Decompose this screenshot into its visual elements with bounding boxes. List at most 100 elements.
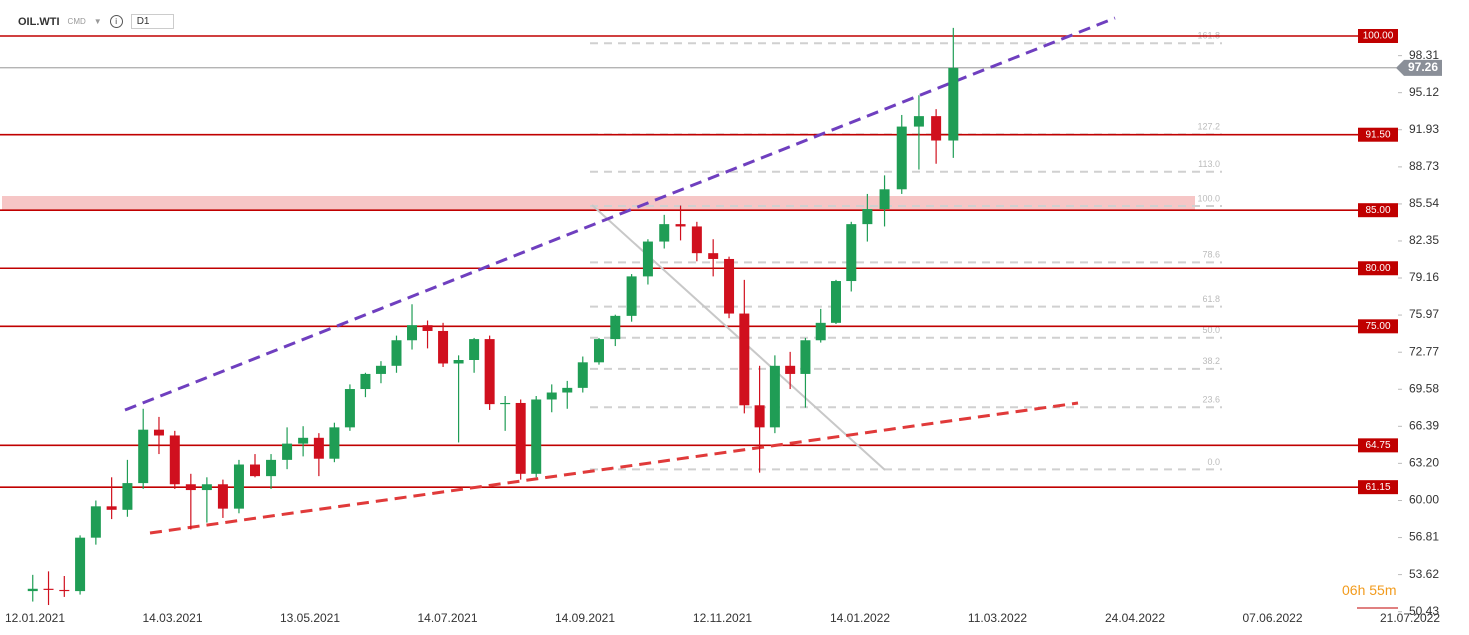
level-label: 85.00 — [1365, 205, 1390, 216]
y-tick-label: 85.54 — [1409, 196, 1439, 210]
candle-body — [531, 399, 542, 474]
x-tick-label: 14.03.2021 — [142, 611, 202, 625]
upper-trend-line — [124, 16, 1116, 412]
candle-body — [201, 484, 212, 491]
lower-trend-line — [149, 401, 1079, 535]
y-tick-label: 82.35 — [1409, 233, 1439, 247]
candle-body — [577, 362, 588, 388]
y-tick-label: 63.20 — [1409, 456, 1439, 470]
fib-label: 113.0 — [1198, 159, 1220, 169]
candle-body — [153, 429, 164, 436]
y-tick-label: 75.97 — [1409, 307, 1439, 321]
candle-body — [642, 241, 653, 277]
candle-body — [59, 589, 70, 592]
x-tick-label: 14.07.2021 — [417, 611, 477, 625]
candle-body — [785, 365, 796, 374]
interval: D1 — [136, 16, 150, 27]
candle-body — [266, 459, 277, 477]
candle-body — [675, 224, 686, 227]
candle-body — [438, 330, 449, 364]
candle-body — [724, 258, 735, 314]
y-tick-label: 72.77 — [1409, 344, 1439, 358]
market: CMD — [67, 17, 86, 26]
y-tick-label: 56.81 — [1409, 530, 1439, 544]
fib-label: 50.0 — [1202, 325, 1220, 335]
countdown-hours: 06h — [1342, 582, 1366, 598]
level-tag — [1358, 127, 1398, 142]
candle-body — [562, 387, 573, 393]
candle-body — [659, 224, 670, 242]
y-tick-label: 69.58 — [1409, 381, 1439, 395]
dropdown-arrow[interactable]: ▼ — [93, 17, 102, 26]
level-label: 80.00 — [1365, 263, 1390, 274]
level-tag — [1358, 261, 1398, 276]
level-tag — [1358, 480, 1398, 495]
interval-select[interactable]: D1 — [130, 14, 175, 29]
candles-group — [27, 27, 959, 606]
y-tick-label: 95.12 — [1409, 85, 1439, 99]
candle-body — [106, 506, 117, 510]
x-tick-label: 24.04.2022 — [1105, 611, 1165, 625]
level-label: 91.50 — [1365, 129, 1390, 140]
x-tick-label: 12.11.2021 — [693, 611, 752, 625]
x-tick-label: 21.07.2022 — [1380, 611, 1440, 625]
last-price-tag — [1396, 59, 1442, 76]
x-tick-label: 11.03.2022 — [968, 611, 1027, 625]
candle-body — [360, 373, 371, 390]
countdown-minutes: 55m — [1369, 582, 1397, 598]
candle-body — [169, 435, 180, 485]
level-label: 64.75 — [1365, 440, 1390, 451]
fib-label: 38.2 — [1202, 356, 1220, 366]
header: OIL.WTI CMD ▼ i D1 — [18, 14, 175, 29]
fib-anchor-line — [591, 204, 886, 471]
candle-body — [282, 443, 293, 460]
x-tick-label: 14.01.2022 — [830, 611, 890, 625]
level-tag — [1358, 203, 1398, 218]
candle-body — [27, 588, 38, 592]
candle-body — [313, 437, 324, 459]
candle-body — [217, 484, 228, 509]
candle-body — [329, 427, 340, 459]
fib-label: 0.0 — [1207, 457, 1220, 467]
candle-body — [691, 226, 702, 254]
candle-body — [879, 189, 890, 210]
level-label: 100.00 — [1363, 31, 1394, 42]
candle-body — [754, 405, 765, 428]
candle-body — [407, 325, 418, 341]
x-tick-label: 13.05.2021 — [280, 611, 340, 625]
candle-body — [815, 322, 826, 341]
fib-label: 23.6 — [1202, 395, 1220, 405]
candle-body — [593, 339, 604, 363]
y-tick-label: 88.73 — [1409, 159, 1439, 173]
candle-body — [769, 365, 780, 428]
candle-body — [913, 116, 924, 127]
candle-body — [862, 209, 873, 225]
candle-body — [610, 315, 621, 340]
axes-group: 98.31 95.12 91.93 88.73 85.54 82.35 79.16 75.97… — [5, 48, 1442, 625]
candle-body — [375, 365, 386, 374]
fib-group: 161.8127.2113.0100.078.661.850.038.223.6… — [590, 31, 1222, 471]
x-tick-label: 07.06.2022 — [1242, 611, 1302, 625]
y-tick-label: 66.39 — [1409, 418, 1439, 432]
x-tick-label: 12.01.2021 — [5, 611, 65, 625]
candle-body — [75, 537, 86, 592]
y-tick-label: 53.62 — [1409, 567, 1439, 581]
candle-body — [298, 437, 309, 444]
candle-body — [931, 116, 942, 141]
levels-group: 100.00 91.50 85.00 80.00 75.00 64.75 61.15 — [0, 29, 1398, 495]
candle-body — [469, 339, 480, 360]
symbol[interactable]: OIL.WTI — [18, 15, 60, 28]
y-tick-label: 60.00 — [1409, 493, 1439, 507]
y-tick-label: 91.93 — [1409, 122, 1439, 136]
info-icon[interactable]: i — [109, 15, 123, 28]
candle-body — [896, 126, 907, 190]
candle-body — [90, 506, 101, 538]
candle-body — [453, 360, 464, 364]
countdown: 06h 55m — [1342, 582, 1396, 598]
resistance-zone — [2, 196, 1195, 210]
candle-body — [830, 281, 841, 323]
candle-body — [708, 253, 719, 259]
candle-body — [948, 67, 959, 141]
